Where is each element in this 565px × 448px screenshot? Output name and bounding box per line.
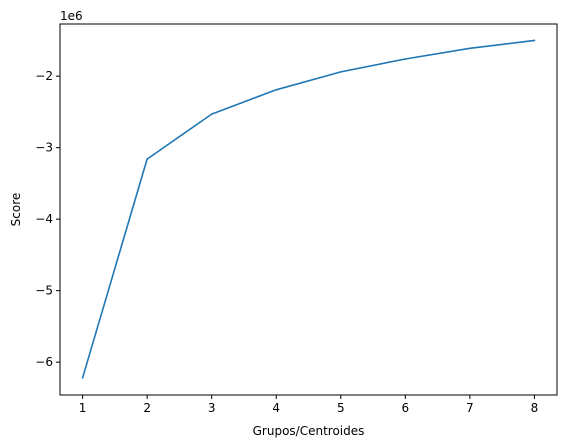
y-tick-label: −5 <box>35 284 53 298</box>
x-tick-label: 4 <box>272 401 280 415</box>
y-tick-label: −6 <box>35 355 53 369</box>
data-point <box>81 377 84 379</box>
x-tick-label: 8 <box>531 401 539 415</box>
data-point <box>210 113 213 115</box>
x-tick-label: 1 <box>79 401 87 415</box>
y-offset-text: 1e6 <box>60 9 83 23</box>
data-point <box>469 47 471 50</box>
y-tick-label: −3 <box>35 141 53 155</box>
x-tick-label: 2 <box>143 401 151 415</box>
data-point <box>339 71 342 73</box>
plot-area <box>60 24 557 395</box>
y-axis-ticks: −6 −5 −4 −3 −2 <box>35 69 60 369</box>
data-point <box>275 88 278 91</box>
data-point <box>533 39 536 42</box>
data-point <box>404 58 407 60</box>
x-axis-ticks: 1 2 3 4 5 6 7 8 <box>79 395 538 415</box>
y-tick-label: −4 <box>35 212 53 226</box>
x-tick-label: 6 <box>401 401 409 415</box>
x-tick-label: 3 <box>208 401 216 415</box>
data-point <box>146 158 148 160</box>
y-axis-label: Score <box>9 193 23 227</box>
axes-frame <box>59 23 558 396</box>
x-tick-label: 5 <box>337 401 345 415</box>
x-axis-label: Grupos/Centroides <box>253 424 365 438</box>
x-tick-label: 7 <box>466 401 474 415</box>
series-layer <box>81 39 536 379</box>
series-line <box>81 39 536 379</box>
y-tick-label: −2 <box>35 69 53 83</box>
